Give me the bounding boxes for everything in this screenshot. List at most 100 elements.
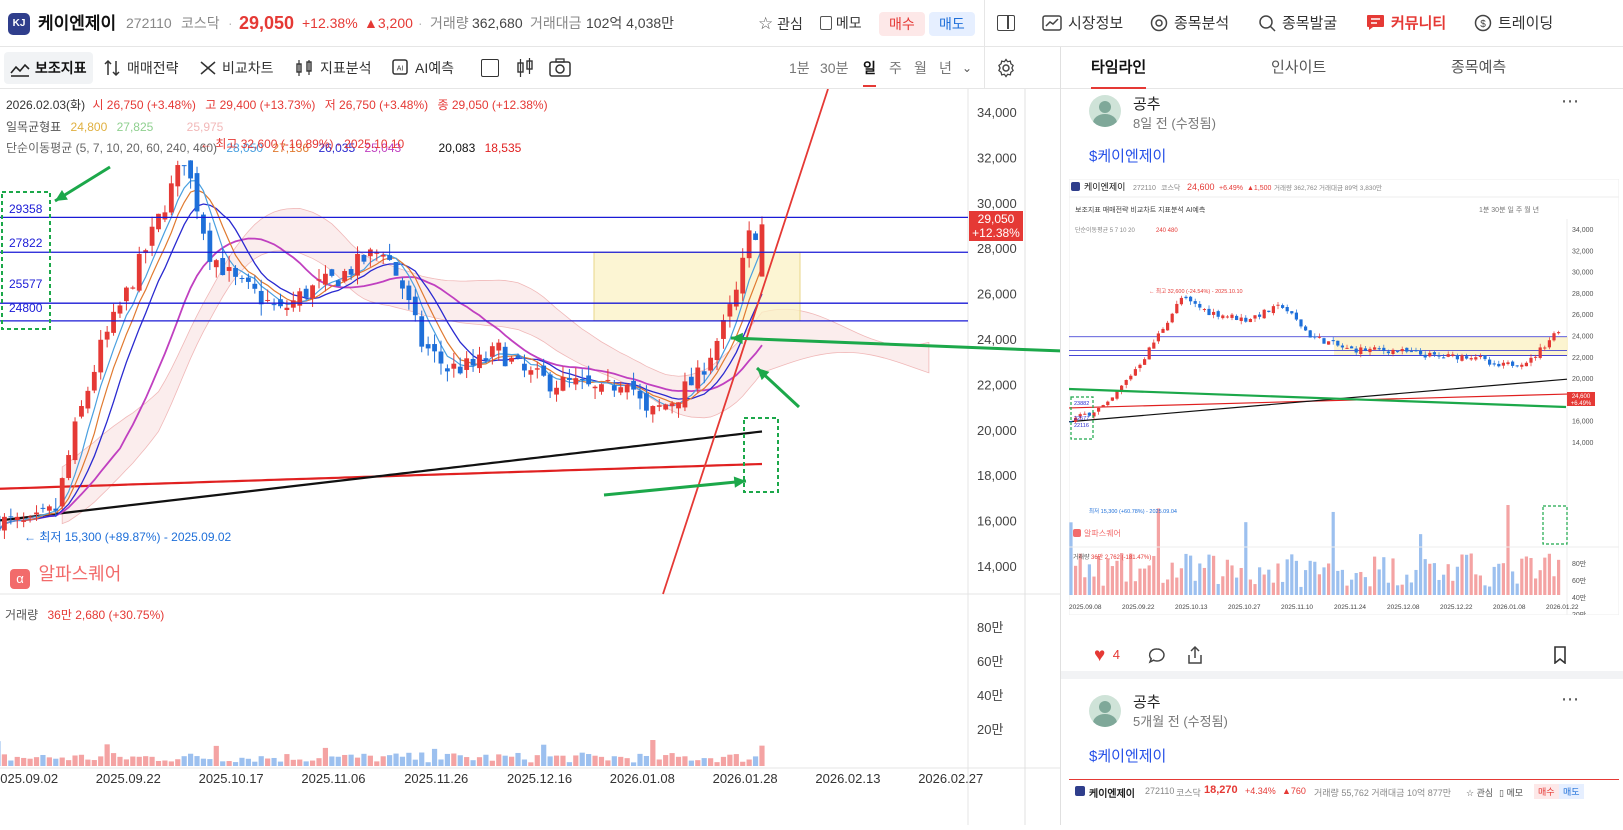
mini-volume-bar <box>1479 575 1482 595</box>
nav-stock-discovery[interactable]: 종목발굴 <box>1258 0 1337 47</box>
candle-body <box>272 304 277 305</box>
candle-body <box>650 406 655 414</box>
period-1min[interactable]: 1분 <box>789 47 810 89</box>
y-tick-label: 30,000 <box>977 196 1017 211</box>
mini-volume-bar <box>1378 569 1381 595</box>
nav-label: 종목발굴 <box>1282 15 1337 32</box>
mini-candle-body <box>1552 333 1555 340</box>
candle-body <box>580 379 585 380</box>
mini-candle-body <box>1428 353 1431 356</box>
period-year[interactable]: 년 <box>939 47 952 89</box>
post-chart-image[interactable]: 케이엔제이 272110 코스닥 18,270 +4.34% ▲760 거래량 … <box>1069 779 1619 825</box>
volume-value: 362,680 <box>472 0 523 47</box>
candle-body <box>381 255 386 257</box>
chevron-down-icon[interactable]: ⌄ <box>962 47 972 89</box>
post-ticker-link[interactable]: $케이엔제이 <box>1089 145 1166 166</box>
compare-button[interactable]: 비교차트 <box>199 47 274 89</box>
gear-icon[interactable] <box>996 58 1016 78</box>
mini-candle-body <box>1382 348 1385 351</box>
period-month[interactable]: 월 <box>914 47 927 89</box>
mini-volume-bar <box>1106 559 1109 595</box>
volume-bar <box>323 748 328 766</box>
memo-button[interactable]: 메모 <box>820 0 862 47</box>
mini-candle-body <box>1138 365 1141 368</box>
nav-stock-analysis[interactable]: 종목분석 <box>1150 0 1229 47</box>
mini-volume-bar <box>1451 581 1454 595</box>
avatar[interactable] <box>1089 95 1121 127</box>
stock-name: 케이엔제이 <box>38 0 116 47</box>
mini-y-tick: 30,000 <box>1572 270 1594 277</box>
ichimoku-value: 24,800 <box>71 120 108 134</box>
layout-toggle-icon[interactable] <box>997 15 1015 31</box>
mini-volume-bar <box>1483 585 1486 595</box>
analysis-button[interactable]: 지표분석 <box>295 47 372 89</box>
nav-label: 커뮤니티 <box>1391 15 1446 32</box>
nav-trading[interactable]: $트레이딩 <box>1474 0 1553 47</box>
period-week[interactable]: 주 <box>889 47 902 89</box>
comment-icon[interactable] <box>1148 647 1166 665</box>
buy-button[interactable]: 매수 <box>879 12 925 36</box>
mini-volume-bar <box>1322 567 1325 595</box>
candlestick-chart[interactable]: 34,00032,00030,00028,00026,00024,00022,0… <box>0 89 1060 825</box>
price-tag-pct: +12.38% <box>969 226 1023 240</box>
avatar[interactable] <box>1089 695 1121 727</box>
more-options-icon[interactable]: ⋯ <box>1561 689 1579 710</box>
x-tick-label: 2025.12.16 <box>507 771 572 786</box>
svg-text:AI: AI <box>397 66 404 73</box>
post-ticker-link[interactable]: $케이엔제이 <box>1089 745 1166 766</box>
mini-candle-body <box>1207 309 1210 315</box>
post-author[interactable]: 공추 <box>1133 691 1161 712</box>
highlight-zone <box>594 252 800 321</box>
volume-bar <box>207 759 212 766</box>
tab-timeline[interactable]: 타임라인 <box>1091 47 1146 89</box>
volume-bar <box>503 756 508 766</box>
candle-body <box>240 278 245 279</box>
candle-body <box>79 406 84 417</box>
mini-volume-bar <box>1286 559 1289 595</box>
mini-volume-label: 거래량 <box>1073 553 1090 561</box>
mini-highlight-zone <box>1334 337 1568 356</box>
period-30min[interactable]: 30분 <box>820 47 848 89</box>
watch-button[interactable]: ☆ 관심 <box>758 0 803 47</box>
mini-candle-body <box>1258 315 1261 317</box>
like-button[interactable]: ♥ 4 <box>1094 645 1120 667</box>
share-icon[interactable] <box>1186 645 1204 665</box>
volume-bar <box>637 754 642 766</box>
sell-button[interactable]: 매도 <box>929 12 975 36</box>
volume-bar <box>297 760 302 766</box>
stock-header: KJ 케이엔제이 272110 코스닥 · 29,050 +12.38% ▲3,… <box>0 0 1623 47</box>
square-tool-icon[interactable] <box>481 59 499 77</box>
nav-market-info[interactable]: 시장정보 <box>1042 0 1123 47</box>
indicator-button[interactable]: 보조지표 <box>4 52 93 84</box>
mini-volume-bar <box>1212 556 1215 595</box>
strategy-button[interactable]: 매매전략 <box>104 47 179 89</box>
post-author[interactable]: 공추 <box>1133 93 1161 114</box>
nav-community[interactable]: 커뮤니티 <box>1366 0 1446 47</box>
change-percent: +12.38% <box>302 0 358 47</box>
mini-volume-bar <box>1529 558 1532 595</box>
nav-label: 종목분석 <box>1174 15 1229 32</box>
mini-price-tag-pct: +6.49% <box>1571 401 1592 407</box>
period-day[interactable]: 일 <box>863 47 876 87</box>
candle-type-icon[interactable] <box>516 57 534 79</box>
more-options-icon[interactable]: ⋯ <box>1561 91 1579 112</box>
tab-stock-prediction[interactable]: 종목예측 <box>1451 47 1506 89</box>
volume-bar <box>361 754 366 766</box>
mini-volume-bar <box>1493 567 1496 595</box>
mini-volume-bar <box>1272 583 1275 595</box>
candle-body <box>561 377 566 391</box>
mini-volume-bar <box>1355 573 1358 595</box>
bookmark-icon[interactable] <box>1553 646 1567 664</box>
candle-body <box>625 384 630 392</box>
mini-candle-body <box>1184 297 1187 298</box>
mini-volume-bar <box>1332 512 1335 595</box>
camera-icon[interactable] <box>549 58 571 77</box>
tab-insight[interactable]: 인사이트 <box>1271 47 1326 89</box>
volume-bar <box>381 756 386 766</box>
mini-candle-body <box>1129 376 1132 380</box>
post-card: 공추 5개월 전 (수정됨) ⋯ $케이엔제이 케이엔제이 272110 코스닥… <box>1061 685 1623 825</box>
candle-body <box>285 308 290 310</box>
